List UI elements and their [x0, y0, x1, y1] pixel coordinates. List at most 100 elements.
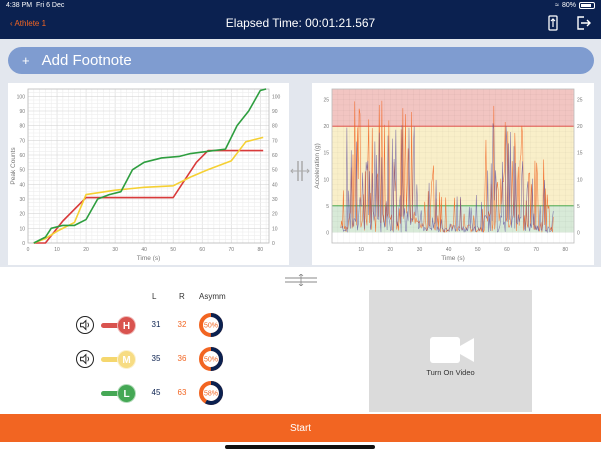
battery-percent: 80%: [561, 2, 576, 9]
back-label: Athlete 1: [14, 19, 47, 28]
x-tick-label: 20: [83, 247, 89, 253]
x-tick-label: 50: [475, 247, 481, 253]
x-tick-label: 20: [388, 247, 394, 253]
y-tick-label-right: 0: [577, 230, 580, 236]
x-axis-label: Time (s): [441, 255, 465, 262]
column-left-header: L: [152, 292, 157, 301]
x-tick-label: 50: [170, 247, 176, 253]
y-tick-label-right: 25: [577, 98, 583, 104]
y-tick-label-right: 60: [272, 153, 278, 159]
column-asymmetry-header: Asymm: [199, 292, 226, 301]
y-tick-label-right: 0: [272, 241, 275, 247]
level-slider-track[interactable]: [101, 391, 125, 396]
series-line-1: [33, 136, 264, 244]
acceleration-chart: 0 0 5 5 10 10 15 15 20 20 25 25 10 20 30 40 50 60 70 80 Time…: [312, 83, 594, 265]
left-count: 35: [151, 354, 161, 363]
y-tick-label-right: 5: [577, 204, 580, 210]
status-time: 4:38 PM Fri 6 Dec: [6, 2, 65, 9]
usb-icon[interactable]: [545, 15, 561, 31]
y-tick-label: 0: [22, 241, 25, 247]
level-knob[interactable]: H: [117, 316, 136, 335]
y-tick-label-right: 10: [272, 226, 278, 232]
turn-on-video-label: Turn On Video: [426, 368, 475, 377]
x-tick-label: 60: [504, 247, 510, 253]
y-tick-label-right: 90: [272, 109, 278, 115]
level-knob[interactable]: M: [117, 350, 136, 369]
home-indicator: [225, 445, 375, 449]
x-tick-label: 30: [112, 247, 118, 253]
plus-icon: +: [22, 53, 30, 68]
vertical-resize-icon[interactable]: [283, 274, 319, 286]
x-tick-label: 80: [258, 247, 264, 253]
y-tick-label-right: 20: [272, 212, 278, 218]
logout-icon[interactable]: [575, 15, 591, 31]
x-axis-label: Time (s): [137, 255, 161, 262]
y-tick-label: 10: [19, 226, 25, 232]
y-tick-label: 100: [17, 94, 26, 100]
intensity-zone: [332, 89, 574, 127]
y-tick-label: 30: [19, 197, 25, 203]
y-tick-label: 80: [19, 124, 25, 130]
start-button[interactable]: Start: [0, 414, 601, 442]
add-footnote-button[interactable]: + Add Footnote: [8, 47, 594, 74]
x-tick-label: 40: [446, 247, 452, 253]
asymmetry-donut: 50%: [199, 313, 223, 337]
plot-frame: [331, 88, 575, 244]
start-label: Start: [289, 422, 312, 434]
asymmetry-donut: 50%: [199, 347, 223, 371]
charts-area: + Add Footnote 0 0 10 10 20 20 30 30 40 40 50 50 60 6…: [0, 39, 601, 267]
level-row: L 45 63 58%: [0, 378, 260, 408]
x-tick-label: 40: [141, 247, 147, 253]
level-knob[interactable]: L: [117, 384, 136, 403]
asymmetry-value: 58%: [204, 391, 218, 398]
video-camera-icon: [430, 337, 474, 363]
y-tick-label-right: 15: [577, 151, 583, 157]
level-row: M 35 36 50%: [0, 344, 260, 374]
wifi-icon: ≈: [555, 2, 559, 9]
asymmetry-donut: 58%: [199, 381, 223, 405]
back-button[interactable]: ‹ Athlete 1: [10, 19, 47, 28]
x-tick-label: 80: [562, 247, 568, 253]
battery-icon: [579, 2, 595, 9]
horizontal-resize-icon[interactable]: [290, 159, 310, 183]
series-line-0: [33, 149, 264, 244]
y-axis-label: Acceleration (g): [314, 143, 321, 189]
y-tick-label: 40: [19, 182, 25, 188]
right-count: 36: [177, 354, 187, 363]
y-tick-label-right: 10: [577, 177, 583, 183]
intensity-panel: L R Asymm H 31 32 50% M 35 36 50% L 45 63 58%: [0, 286, 601, 414]
level-slider-track[interactable]: [101, 357, 125, 362]
speaker-icon[interactable]: [76, 316, 94, 334]
y-tick-label: 60: [19, 153, 25, 159]
asymmetry-value: 50%: [204, 323, 218, 330]
y-tick-label: 5: [326, 204, 329, 210]
y-axis-label: Peak Counts: [10, 147, 17, 185]
chart-grid: [27, 88, 269, 244]
status-icons: ≈ 80%: [555, 2, 595, 9]
y-tick-label-right: 30: [272, 197, 278, 203]
left-count: 31: [151, 320, 161, 329]
x-tick-label: 10: [358, 247, 364, 253]
level-slider-track[interactable]: [101, 323, 125, 328]
x-tick-label: 60: [199, 247, 205, 253]
asymmetry-value: 50%: [204, 357, 218, 364]
y-tick-label: 15: [323, 151, 329, 157]
y-tick-label-right: 80: [272, 124, 278, 130]
level-row: H 31 32 50%: [0, 310, 260, 340]
y-tick-label: 10: [323, 177, 329, 183]
video-panel[interactable]: Turn On Video: [369, 290, 532, 412]
right-count: 32: [177, 320, 187, 329]
x-tick-label: 70: [228, 247, 234, 253]
speaker-icon[interactable]: [76, 350, 94, 368]
y-tick-label-right: 40: [272, 182, 278, 188]
y-tick-label-right: 70: [272, 138, 278, 144]
y-tick-label: 90: [19, 109, 25, 115]
top-bar: 4:38 PM Fri 6 Dec ≈ 80% ‹ Athlete 1 Elap…: [0, 0, 601, 39]
x-tick-label: 0: [27, 247, 30, 253]
x-tick-label: 70: [533, 247, 539, 253]
y-tick-label-right: 50: [272, 168, 278, 174]
y-tick-label: 20: [323, 124, 329, 130]
y-tick-label: 50: [19, 168, 25, 174]
left-count: 45: [151, 388, 161, 397]
series-line-2: [33, 88, 267, 244]
